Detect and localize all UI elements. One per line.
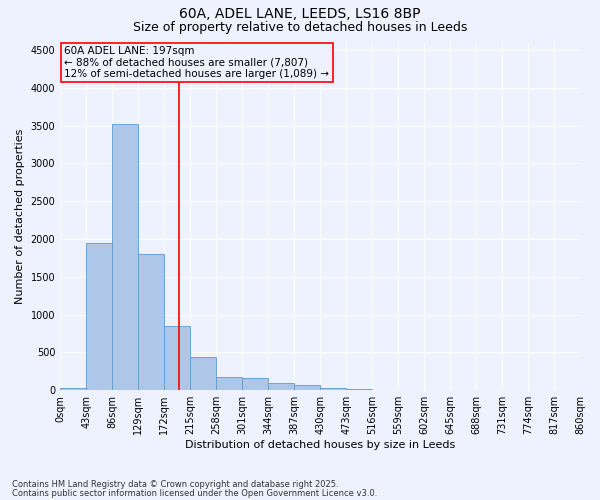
Bar xyxy=(112,124,138,390)
Bar xyxy=(320,388,346,390)
Bar xyxy=(216,378,242,390)
Bar xyxy=(294,386,320,390)
Text: Contains HM Land Registry data © Crown copyright and database right 2025.: Contains HM Land Registry data © Crown c… xyxy=(12,480,338,489)
Text: Size of property relative to detached houses in Leeds: Size of property relative to detached ho… xyxy=(133,21,467,34)
Bar xyxy=(242,378,268,390)
Bar xyxy=(86,243,112,390)
Bar xyxy=(268,384,294,390)
Y-axis label: Number of detached properties: Number of detached properties xyxy=(15,128,25,304)
Bar xyxy=(346,388,372,390)
Text: 60A ADEL LANE: 197sqm
← 88% of detached houses are smaller (7,807)
12% of semi-d: 60A ADEL LANE: 197sqm ← 88% of detached … xyxy=(64,46,329,79)
Text: Contains public sector information licensed under the Open Government Licence v3: Contains public sector information licen… xyxy=(12,490,377,498)
Bar xyxy=(190,357,216,390)
Bar xyxy=(164,326,190,390)
Text: 60A, ADEL LANE, LEEDS, LS16 8BP: 60A, ADEL LANE, LEEDS, LS16 8BP xyxy=(179,8,421,22)
X-axis label: Distribution of detached houses by size in Leeds: Distribution of detached houses by size … xyxy=(185,440,455,450)
Bar xyxy=(60,388,86,390)
Bar xyxy=(138,254,164,390)
